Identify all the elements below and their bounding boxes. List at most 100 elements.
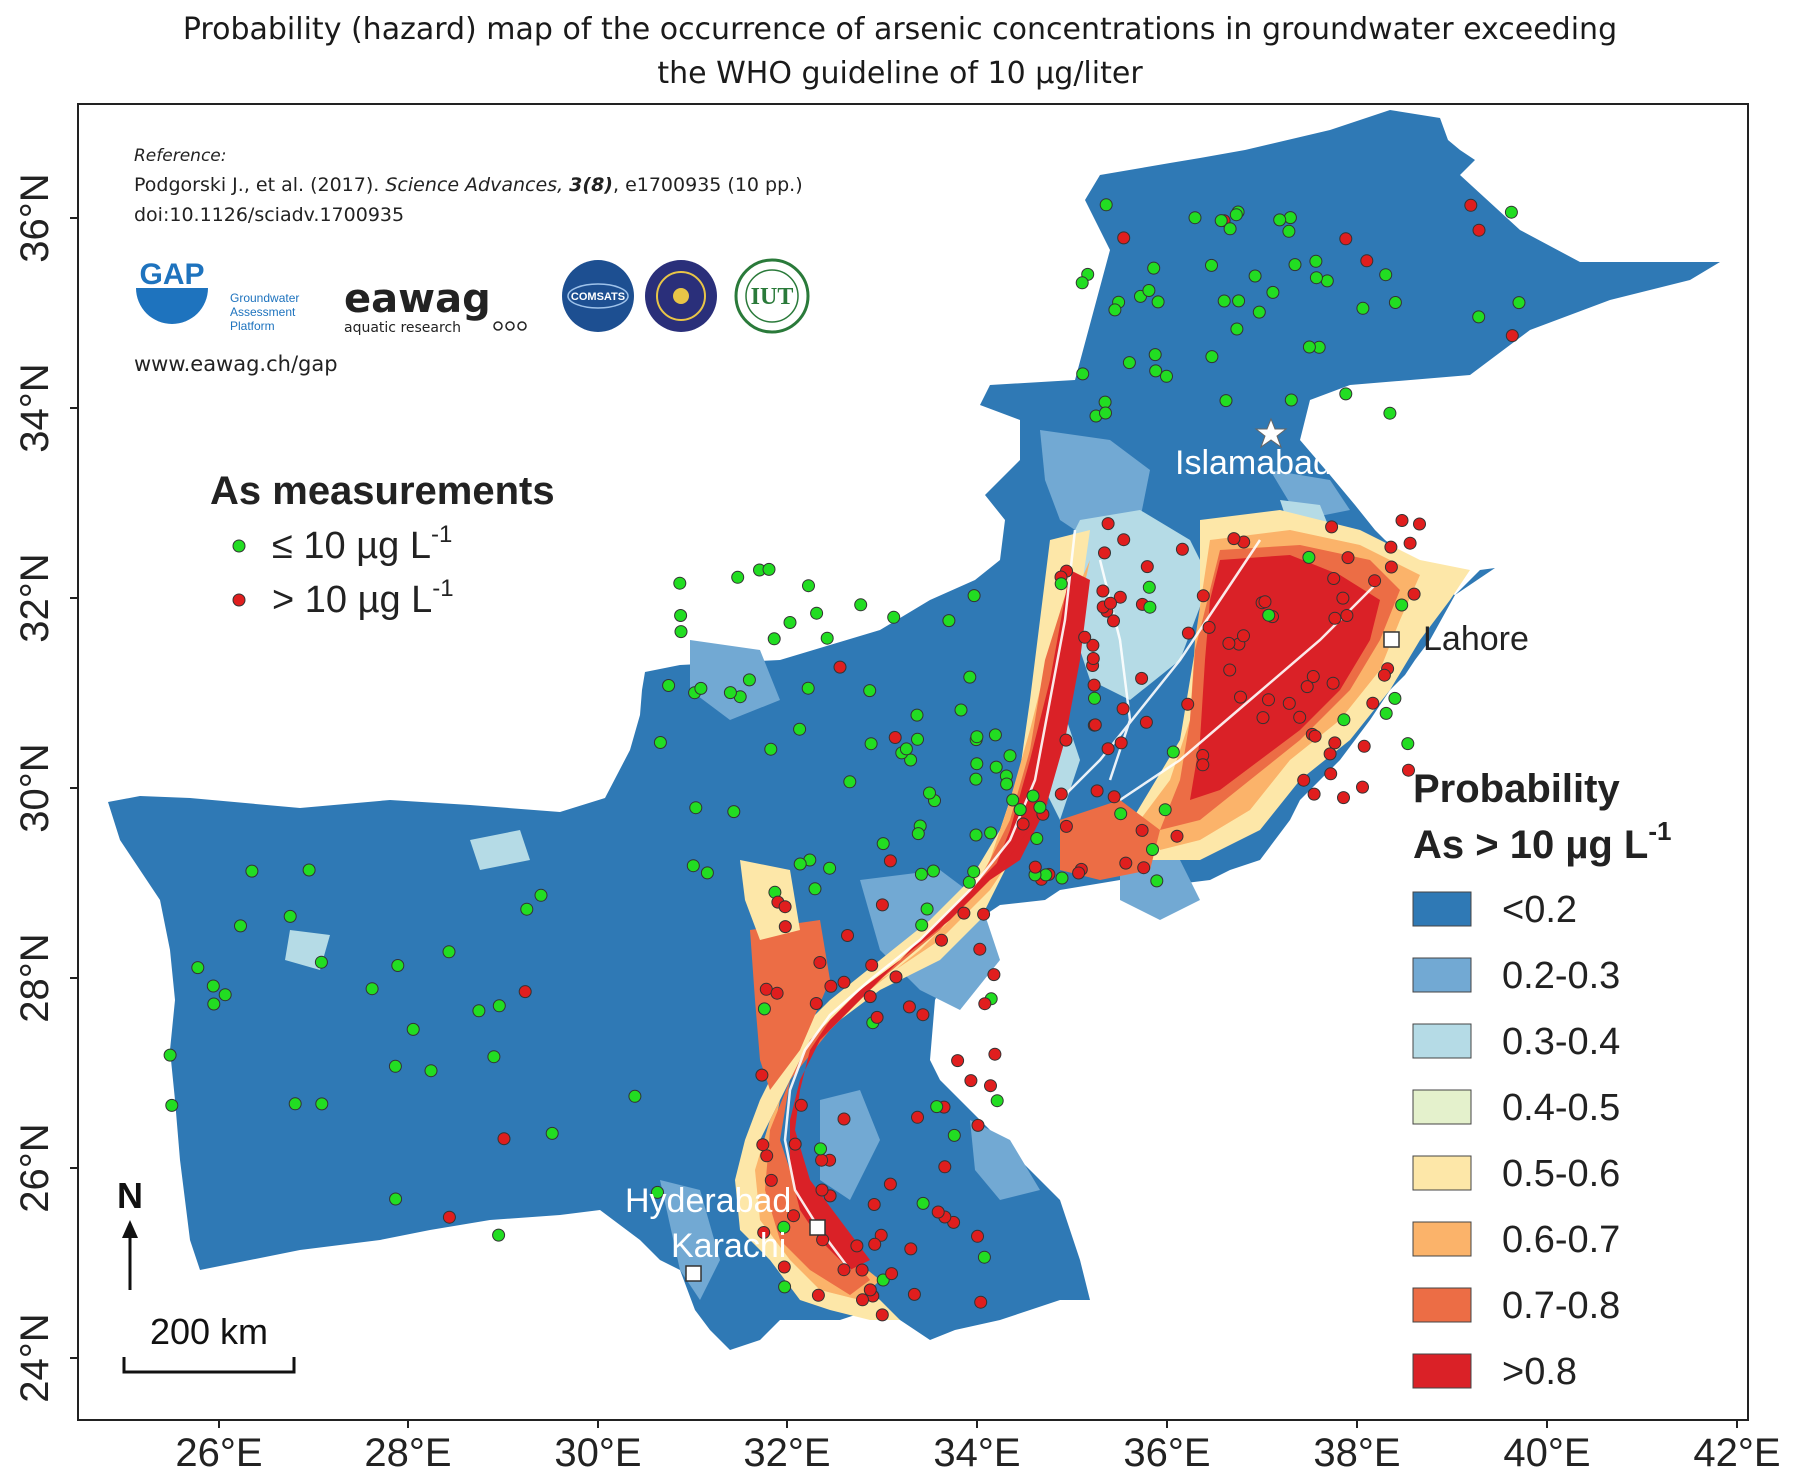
measurement-point [1403,536,1417,550]
citation-journal: Science Advances, [385,174,564,196]
measurement-point [837,975,851,989]
measurement-point [914,867,928,881]
scale-bar [122,1357,296,1374]
measurement-point [899,742,913,756]
measurement-point [1135,671,1149,685]
measurement-point [1181,626,1195,640]
measurement-point [315,1097,329,1111]
measurement-point [1360,254,1374,268]
comsats-logo-text: COMSATS [571,291,625,303]
measurement-point [674,609,688,622]
measurement-point [1016,817,1030,831]
measurement-point [1205,350,1219,364]
measurement-point [487,1050,501,1064]
measurement-point [875,1308,889,1322]
measurement-point [1107,614,1120,628]
measurement-point [1196,589,1210,603]
measurement-point [883,854,897,868]
measurement-point [1137,861,1151,875]
measurement-point [931,1205,945,1219]
legend-high-dot [232,593,246,607]
measurement-point [694,681,708,695]
legend-swatch [1412,1089,1472,1125]
measurement-point [406,1022,420,1036]
measurement-point [1340,609,1354,622]
measurement-point [520,902,534,916]
legend-swatch [1412,1353,1472,1389]
comsats-logo: COMSATS [562,260,634,332]
measurement-point [1033,800,1047,814]
x-tick-label: 26°E [175,1431,262,1475]
measurement-point [1101,742,1115,756]
measurement-point [1402,763,1415,777]
measurement-point [1122,356,1136,370]
north-label: N [117,1175,143,1216]
measurement-point [875,898,889,912]
citation-authors: Podgorski J., et al. (2017). [134,174,380,196]
measurement-point [777,1220,791,1234]
legend-swatch-label: 0.6-0.7 [1502,1219,1620,1261]
legend-swatch [1412,891,1472,927]
measurement-point [1150,874,1164,888]
measurement-point [1054,787,1068,801]
measurement-point [1302,550,1316,564]
measurement-point [492,1228,506,1242]
measurement-point [1505,329,1519,343]
measurement-point [1306,670,1320,683]
measurement-point [904,753,918,767]
measurement-point [207,997,221,1011]
measurement-point [1395,514,1409,527]
eawag-logo-name: eawag [344,276,491,322]
measurement-point [1234,690,1247,704]
reference-citation: Podgorski J., et al. (2017). Science Adv… [134,174,803,196]
measurement-point [1293,710,1307,724]
measurement-point [1076,367,1090,381]
legend-swatch-label: <0.2 [1502,889,1577,931]
measurement-point [820,631,834,645]
measurement-point [1006,793,1020,807]
measurement-point [907,1287,921,1301]
measurement-point [984,826,998,840]
gap-logo-letters: GAP [139,258,204,291]
measurement-points [163,198,1526,1322]
measurement-point [1339,232,1353,246]
measurement-point [888,731,902,744]
measurement-point [1288,258,1302,272]
measurement-point [388,1059,402,1073]
measurement-point [1160,369,1173,383]
measurement-point [1388,691,1402,705]
measurement-point [764,742,778,756]
legend-swatch [1412,1023,1472,1059]
measurement-point [365,982,379,996]
measurement-point [1407,587,1421,601]
measurement-point [1302,340,1316,354]
reference-url[interactable]: www.eawag.ch/gap [134,352,338,376]
map-frame [77,103,1749,1421]
measurement-point [793,857,807,871]
legend-swatch [1412,1221,1472,1257]
measurement-point [815,1153,829,1167]
measurement-point [1113,590,1127,604]
scale-bar-label: 200 km [150,1311,268,1352]
measurement-point [1258,595,1272,609]
y-axis-labels: 24°N 26°N 28°N 30°N 32°N 34°N 36°N [13,173,57,1402]
measurement-point [1379,268,1393,282]
measurement-point [823,861,837,875]
measurement-point [545,1126,559,1140]
measurement-point [1114,807,1128,821]
city-label-islamabad: Islamabad [1175,444,1332,482]
measurement-point [915,918,929,932]
measurement-point [1229,208,1243,222]
measurement-point [969,828,983,842]
measurement-point [1357,739,1371,753]
measurement-point [815,1183,829,1197]
measurement-point [1223,663,1237,677]
measurement-point [1098,546,1111,560]
measurement-point [288,1097,302,1111]
measurement-point [808,882,822,896]
measurement-point [1139,715,1153,729]
measurement-point [1227,532,1241,546]
measurement-point [1072,866,1086,880]
measurement-point [1217,294,1231,308]
measurement-point [938,1160,952,1174]
